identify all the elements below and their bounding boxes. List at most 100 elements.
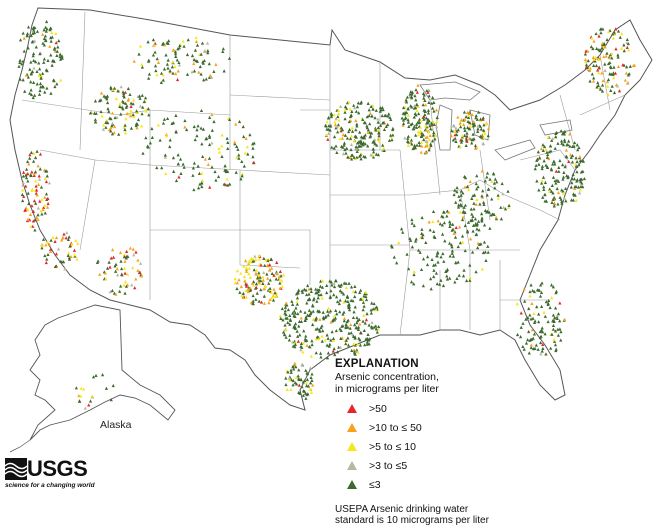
- sample-point: [38, 88, 42, 93]
- sample-point: [242, 264, 246, 268]
- sample-point: [417, 117, 422, 121]
- legend-footnote: USEPA Arsenic drinking water standard is…: [335, 504, 565, 526]
- sample-point: [376, 117, 380, 121]
- sample-point: [22, 194, 26, 198]
- sample-point: [550, 168, 554, 172]
- sample-point: [254, 297, 258, 301]
- sample-point: [257, 273, 261, 277]
- sample-point: [478, 202, 482, 206]
- sample-point: [547, 150, 551, 154]
- sample-point: [550, 296, 554, 300]
- sample-point: [466, 220, 471, 224]
- sample-point: [116, 273, 120, 277]
- sample-point: [283, 309, 287, 313]
- sample-point: [299, 319, 303, 324]
- sample-point: [451, 138, 455, 142]
- sample-point: [242, 134, 246, 139]
- sample-point: [254, 257, 258, 261]
- sample-point: [349, 134, 354, 138]
- sample-point: [544, 147, 548, 151]
- sample-point: [41, 85, 45, 89]
- sample-point: [404, 98, 408, 102]
- sample-point: [611, 32, 615, 36]
- sample-point: [27, 162, 31, 166]
- sample-point: [433, 137, 437, 141]
- sample-point: [327, 131, 331, 135]
- sample-point: [284, 316, 288, 320]
- sample-point: [562, 170, 566, 175]
- sample-point: [594, 63, 599, 68]
- sample-point: [592, 63, 596, 67]
- sample-point: [318, 284, 323, 288]
- sample-point: [349, 331, 353, 335]
- sample-point: [289, 387, 293, 392]
- sample-point: [569, 155, 573, 159]
- sample-point: [317, 328, 322, 332]
- sample-point: [541, 148, 545, 152]
- sample-point: [528, 289, 532, 294]
- alaska-outline: [29, 304, 176, 441]
- sample-point: [208, 142, 212, 147]
- sample-point: [462, 174, 467, 179]
- sample-point: [419, 119, 423, 123]
- sample-point: [32, 171, 37, 176]
- sample-point: [338, 284, 342, 288]
- sample-point: [347, 331, 351, 335]
- sample-point: [553, 162, 557, 166]
- sample-point: [621, 63, 625, 67]
- sample-point: [283, 311, 287, 315]
- sample-point: [412, 282, 416, 286]
- sample-point: [401, 230, 405, 234]
- sample-point: [251, 155, 255, 159]
- sample-point: [345, 295, 350, 299]
- sample-point: [29, 150, 34, 155]
- sample-point: [112, 130, 116, 135]
- sample-point: [406, 118, 410, 122]
- sample-point: [41, 32, 45, 36]
- sample-point: [329, 123, 333, 127]
- sample-point: [553, 179, 557, 183]
- sample-point: [87, 403, 91, 407]
- sample-point: [40, 197, 44, 202]
- sample-point: [339, 126, 343, 130]
- sample-point: [54, 235, 59, 240]
- sample-point: [131, 265, 135, 270]
- sample-point: [411, 146, 415, 151]
- sample-point: [401, 121, 406, 126]
- sample-point: [220, 144, 224, 148]
- sample-point: [503, 207, 508, 211]
- sample-point: [474, 116, 478, 120]
- sample-point: [426, 130, 431, 134]
- sample-point: [429, 287, 433, 291]
- sample-point: [35, 215, 39, 220]
- sample-point: [591, 46, 595, 51]
- sample-point: [168, 69, 172, 73]
- sample-point: [421, 284, 425, 288]
- sample-point: [333, 123, 338, 127]
- sample-point: [441, 215, 445, 219]
- sample-point: [423, 103, 428, 107]
- sample-point: [350, 153, 354, 157]
- sample-point: [370, 301, 374, 305]
- sample-point: [595, 85, 599, 89]
- sample-point: [129, 126, 134, 130]
- sample-point: [530, 301, 534, 306]
- sample-point: [341, 292, 346, 296]
- sample-point: [281, 318, 285, 322]
- sample-point: [37, 174, 41, 178]
- sample-point: [361, 141, 366, 145]
- sample-point: [352, 348, 356, 352]
- sample-point: [366, 128, 370, 132]
- sample-point: [458, 145, 462, 149]
- sample-point: [343, 117, 347, 121]
- sample-point: [158, 138, 162, 142]
- sample-point: [482, 240, 487, 244]
- sample-point: [64, 236, 68, 240]
- sample-point: [377, 139, 381, 143]
- sample-point: [381, 120, 386, 125]
- sample-point: [368, 111, 372, 115]
- sample-point: [528, 313, 532, 317]
- sample-point: [570, 160, 575, 164]
- sample-point: [320, 324, 324, 328]
- sample-point: [419, 134, 423, 138]
